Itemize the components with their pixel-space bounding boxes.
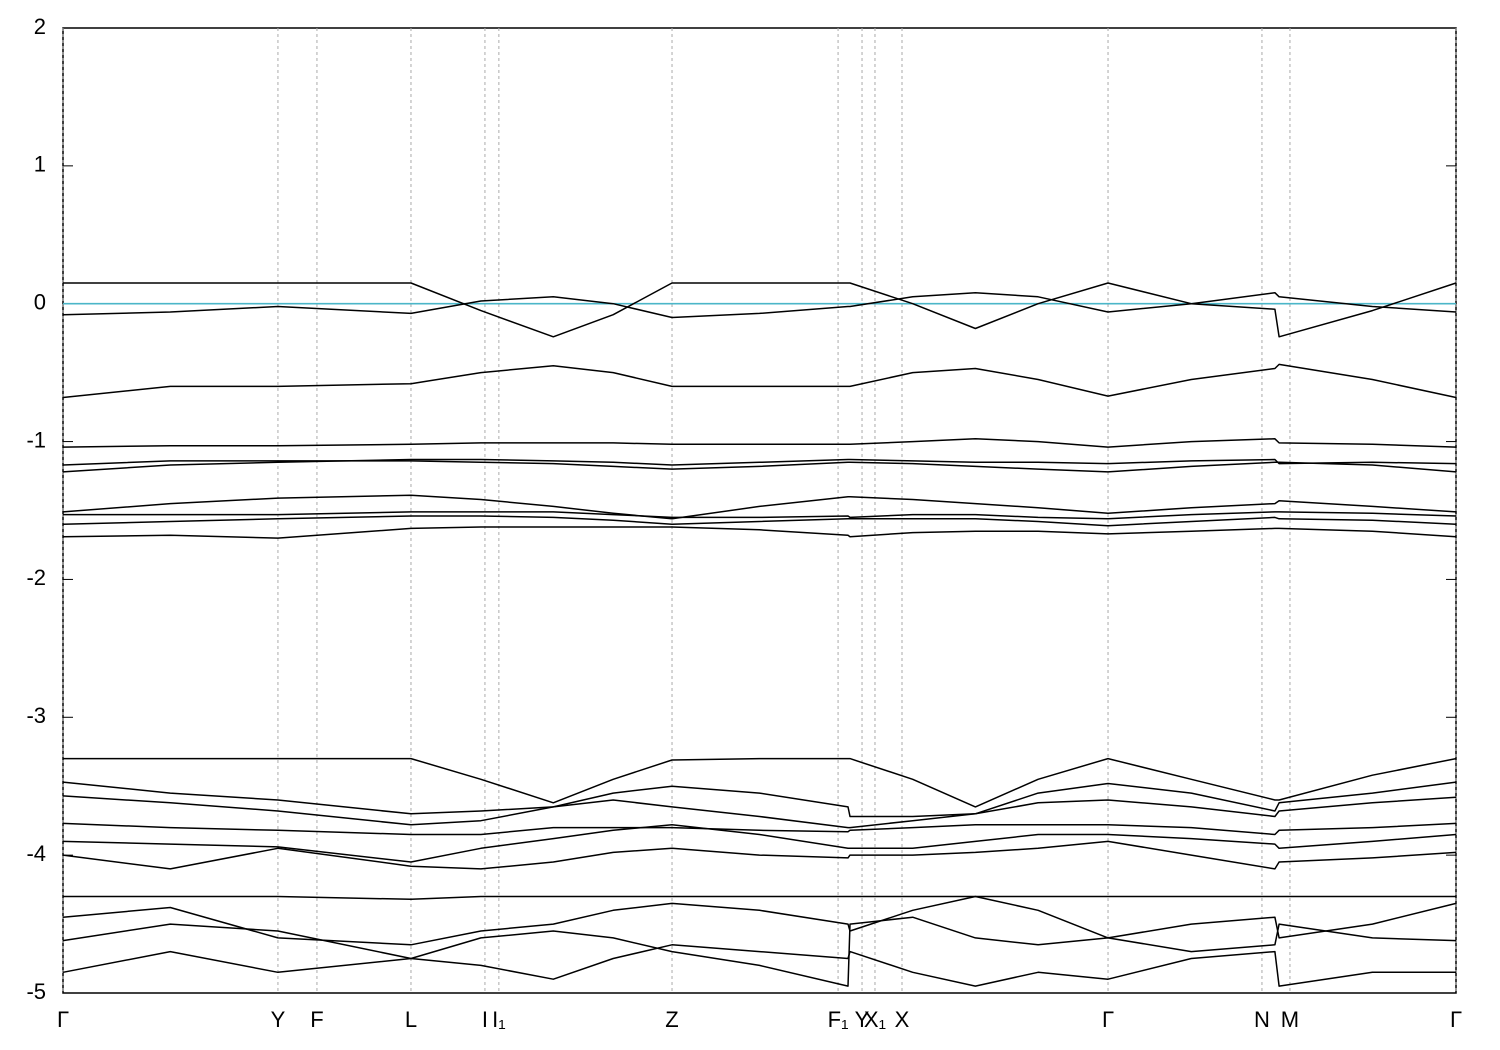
y-tick-label: -1 (26, 427, 46, 452)
x-tick-label: Γ (1102, 1007, 1114, 1032)
band-line (62, 438, 1457, 448)
band-line (62, 494, 1457, 520)
band-line (62, 795, 1457, 829)
band-line (62, 824, 1457, 863)
y-tick-label: -4 (26, 841, 46, 866)
y-tick-label: -3 (26, 703, 46, 728)
y-tick-label: -2 (26, 565, 46, 590)
x-tick-label: L (405, 1007, 417, 1032)
x-tick-label: I₁ (492, 1007, 506, 1032)
band-line (62, 363, 1457, 399)
x-tick-label: Γ (57, 1007, 69, 1032)
band-line (62, 944, 1456, 987)
band-line (62, 781, 1457, 818)
band-line (62, 526, 1457, 539)
band-line (62, 895, 1457, 946)
x-tick-label: X (895, 1007, 910, 1032)
x-tick-label: I (482, 1007, 488, 1032)
x-tick-label: F₁ (828, 1007, 849, 1032)
band-line (62, 515, 1457, 527)
band-line (62, 840, 1457, 870)
x-tick-label: Z (665, 1007, 678, 1032)
y-tick-label: -5 (26, 979, 46, 1004)
band-line (63, 282, 1457, 338)
band-line (63, 511, 1457, 520)
y-tick-label: 0 (34, 290, 46, 315)
x-tick-label: Γ (1450, 1007, 1462, 1032)
y-tick-label: 2 (34, 14, 46, 39)
x-tick-label: F (310, 1007, 323, 1032)
band-line (63, 895, 1456, 901)
band-line (63, 757, 1457, 808)
band-line (62, 822, 1457, 836)
y-tick-label: 1 (34, 152, 46, 177)
plot-frame (62, 27, 1457, 994)
x-tick-label: M (1281, 1007, 1299, 1032)
band-line (62, 458, 1457, 473)
x-tick-label: N (1254, 1007, 1270, 1032)
x-tick-label: Y (271, 1007, 286, 1032)
band-line (62, 291, 1457, 319)
x-tick-label: Y (855, 1007, 870, 1032)
band-line (62, 460, 1457, 473)
x-tick-label: X₁ (864, 1007, 886, 1032)
